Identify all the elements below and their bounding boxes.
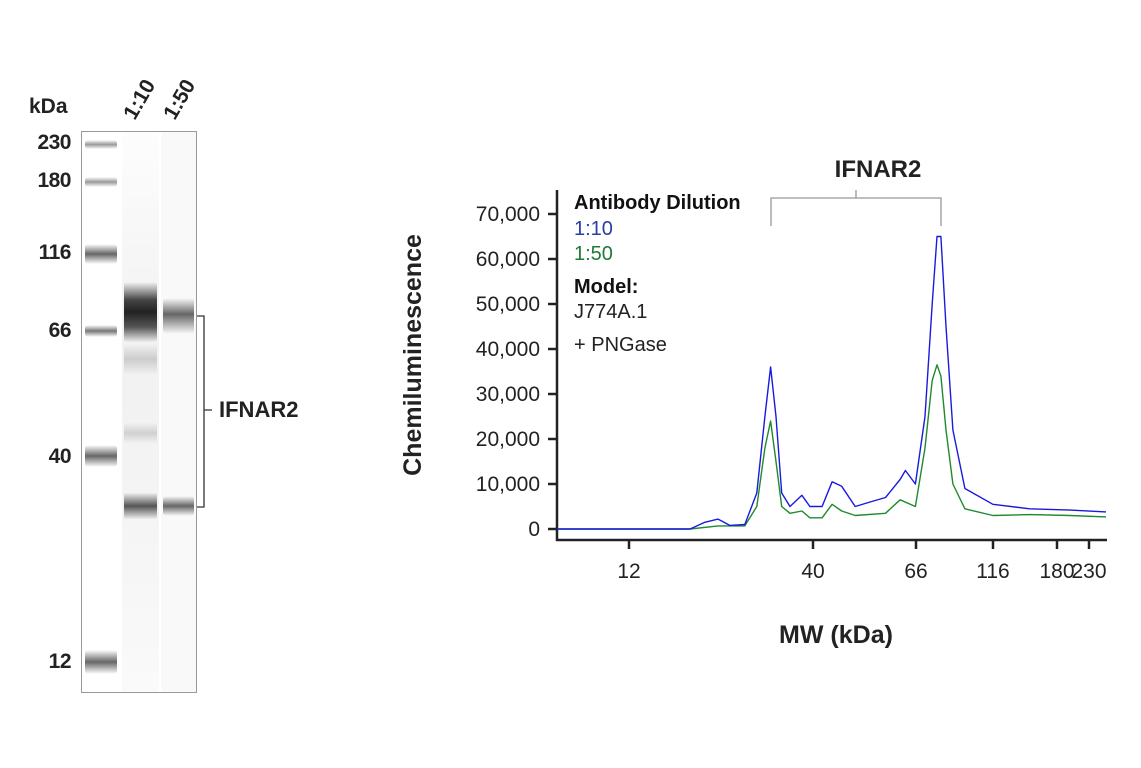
title-bracket [770, 190, 942, 226]
y-tick-label: 70,000 [476, 203, 540, 226]
y-tick-label: 40,000 [476, 338, 540, 361]
legend-entry-1-10: 1:10 [574, 218, 613, 240]
model-line-1: J774A.1 [574, 301, 647, 323]
marker-label-180: 180 [37, 169, 71, 192]
marker-label-116: 116 [38, 241, 72, 264]
x-tick-label: 230 [1071, 560, 1106, 583]
kda-label: kDa [29, 95, 68, 118]
x-axis-label: MW (kDa) [779, 621, 893, 649]
y-axis-label: Chemiluminescence [399, 234, 427, 476]
y-tick-label: 20,000 [476, 428, 540, 451]
lane-1-50 [161, 132, 196, 692]
model-title: Model: [574, 276, 638, 298]
legend-entry-1-50: 1:50 [574, 243, 613, 265]
chart-title: IFNAR2 [835, 156, 922, 183]
marker-label-12: 12 [48, 650, 72, 673]
blot-image [81, 131, 197, 693]
y-tick-label: 0 [528, 518, 540, 541]
x-tick-label: 40 [801, 560, 824, 583]
y-tick-label: 50,000 [476, 293, 540, 316]
marker-label-230: 230 [37, 131, 71, 154]
marker-label-40: 40 [48, 445, 72, 468]
x-tick-label: 12 [617, 560, 640, 583]
legend-title: Antibody Dilution [574, 192, 741, 214]
y-tick-label: 30,000 [476, 383, 540, 406]
target-label: IFNAR2 [219, 397, 299, 422]
model-line-2: + PNGase [574, 334, 667, 356]
y-tick-label: 60,000 [476, 248, 540, 271]
y-tick-label: 10,000 [476, 473, 540, 496]
x-tick-label: 116 [976, 560, 1009, 583]
series-line-1-50 [557, 364, 1107, 530]
x-tick-label: 66 [904, 560, 927, 583]
lane-1-10 [122, 132, 159, 692]
ladder-lane [83, 132, 119, 692]
target-bracket [197, 315, 212, 508]
x-tick-label: 180 [1039, 560, 1074, 583]
series-line-1-10 [557, 235, 1107, 530]
marker-label-66: 66 [48, 319, 72, 342]
